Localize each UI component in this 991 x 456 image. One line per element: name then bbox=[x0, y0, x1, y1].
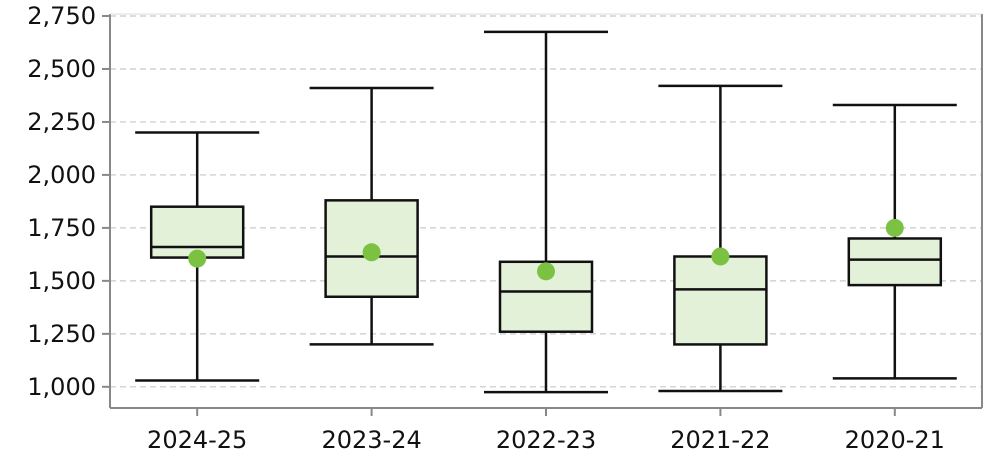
labels-layer: 1,000 1,250 1,500 1,750 2,000 2,250 2,500 2,750… bbox=[27, 2, 945, 454]
mean-marker bbox=[885, 218, 904, 237]
y-tick-label: 1,250 bbox=[27, 320, 96, 348]
box-group-2022-23 bbox=[484, 30, 608, 394]
box-group-2021-22 bbox=[658, 84, 783, 393]
y-tick-label: 1,500 bbox=[27, 267, 96, 295]
box-group-2024-25 bbox=[135, 131, 260, 382]
mean-marker bbox=[362, 243, 381, 262]
box-group-2020-21 bbox=[832, 103, 957, 380]
mean-marker bbox=[188, 249, 207, 268]
y-tick-label: 2,750 bbox=[27, 2, 96, 30]
x-tick-label: 2020-21 bbox=[845, 426, 945, 454]
y-tick-label: 2,250 bbox=[27, 108, 96, 136]
axis-layer bbox=[102, 13, 983, 416]
x-tick-label: 2023-24 bbox=[321, 426, 421, 454]
y-tick-label: 2,000 bbox=[27, 161, 96, 189]
y-tick-label: 1,000 bbox=[27, 373, 96, 401]
iqr-box bbox=[673, 255, 768, 346]
mean-marker bbox=[711, 247, 730, 266]
y-tick-label: 2,500 bbox=[27, 55, 96, 83]
mean-marker bbox=[537, 262, 555, 281]
y-tick-label: 1,750 bbox=[27, 214, 96, 242]
x-tick-label: 2021-22 bbox=[670, 426, 770, 454]
iqr-box bbox=[847, 237, 943, 287]
boxes-layer bbox=[135, 30, 957, 394]
x-tick-label: 2022-23 bbox=[496, 426, 596, 454]
x-tick-label: 2024-25 bbox=[147, 426, 247, 454]
box-group-2023-24 bbox=[309, 86, 434, 346]
